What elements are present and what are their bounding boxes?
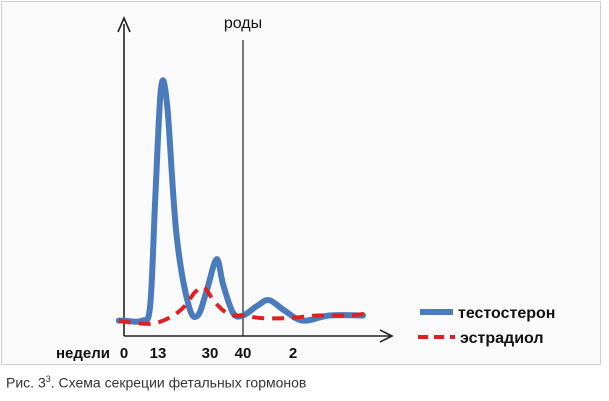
caption-text-main: Рис. 3 [6,374,46,391]
x-axis-arrow [379,329,394,343]
series-line-testosterone [115,77,366,325]
caption-text-rest: . Схема секреции фетальных гормонов [50,374,307,391]
legend-label-estradiol: эстрадиол [460,330,544,347]
y-axis-arrow [117,15,131,33]
legend-label-testosterone: тестостерон [458,305,555,322]
figure-frame [1,1,601,365]
figure-caption: Рис. 33. Схема секреции фетальных гормон… [6,374,306,391]
x-tick-label-13: 13 [150,345,167,362]
x-tick-label-2: 2 [289,345,297,362]
chart: роды недели 0 13 30 40 2 тестостерон эст… [56,15,555,362]
x-tick-label-30: 30 [202,345,219,362]
x-tick-label-0: 0 [120,345,128,362]
x-tick-label-40: 40 [235,345,252,362]
x-axis-label: недели [56,345,110,362]
birth-label: роды [224,15,262,32]
series-line-estradiol [118,285,371,326]
legend: тестостерон эстрадиол [418,305,555,347]
caption-superscript: 3 [45,374,51,384]
